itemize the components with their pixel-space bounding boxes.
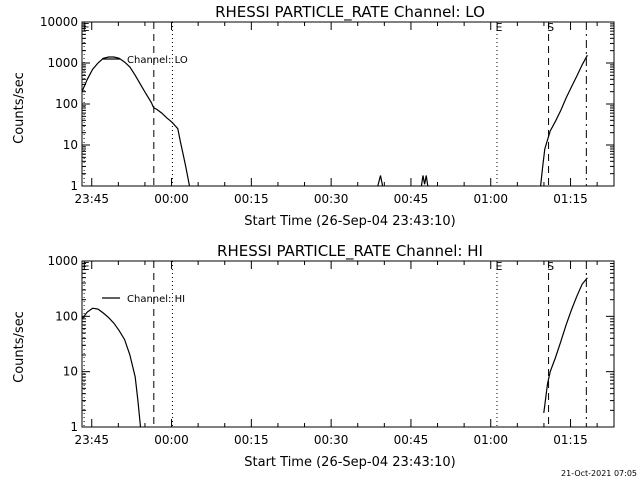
series-line [81,307,142,428]
series-line [540,54,588,187]
event-marker-letter: E [495,260,502,273]
x-tick-label: 00:00 [154,192,189,206]
chart-hi-channel: RHESSI PARTICLE_RATE Channel: HI Counts/… [12,242,615,470]
x-axis-title: Start Time (26-Sep-04 23:43:10) [244,214,455,229]
x-tick-label: 00:45 [394,192,429,206]
x-tick-label: 23:45 [74,433,109,447]
y-axis-title: Counts/sec [12,72,27,144]
legend-entry: Channel: HI [127,294,185,305]
x-tick-label: 01:00 [473,433,508,447]
y-tick-label: 1 [70,420,78,434]
series-line [420,175,429,187]
y-tick-label: 1000 [47,254,78,268]
x-tick-label: 01:15 [553,433,588,447]
y-tick-label: 100 [55,309,78,323]
y-axis-title: Counts/sec [12,311,27,383]
y-tick-label: 1 [70,179,78,193]
x-tick-label: 23:45 [74,192,109,206]
x-tick-label: 00:30 [314,433,349,447]
x-tick-label: 01:00 [473,192,508,206]
chart-title: RHESSI PARTICLE_RATE Channel: HI [217,242,483,261]
y-tick-label: 10 [63,138,78,152]
y-tick-label: 100 [55,97,78,111]
event-marker-letter: E [83,260,90,273]
series-line [543,277,588,413]
x-tick-label: 00:45 [394,433,429,447]
legend-entry: Channel: LO [127,55,188,66]
y-tick-label: 10 [63,365,78,379]
x-tick-label: 00:15 [234,192,269,206]
series-line [81,56,191,187]
x-axis-title: Start Time (26-Sep-04 23:43:10) [244,455,455,470]
event-marker-letter: S [547,260,554,273]
plot-frame [81,260,615,428]
x-tick-label: 01:15 [553,192,588,206]
event-marker-letter: E [495,21,502,34]
series-line [377,175,384,187]
y-tick-label: 1000 [47,56,78,70]
event-marker-letter: E [83,21,90,34]
footer-timestamp: 21-Oct-2021 07:05 [561,469,637,478]
plot-frame [81,21,615,187]
x-tick-label: 00:00 [154,433,189,447]
chart-title: RHESSI PARTICLE_RATE Channel: LO [215,3,485,22]
x-tick-label: 00:15 [234,433,269,447]
x-tick-label: 00:30 [314,192,349,206]
event-marker-letter: S [547,21,554,34]
y-tick-label: 10000 [40,15,78,29]
chart-lo-channel: RHESSI PARTICLE_RATE Channel: LO Counts/… [12,3,615,229]
